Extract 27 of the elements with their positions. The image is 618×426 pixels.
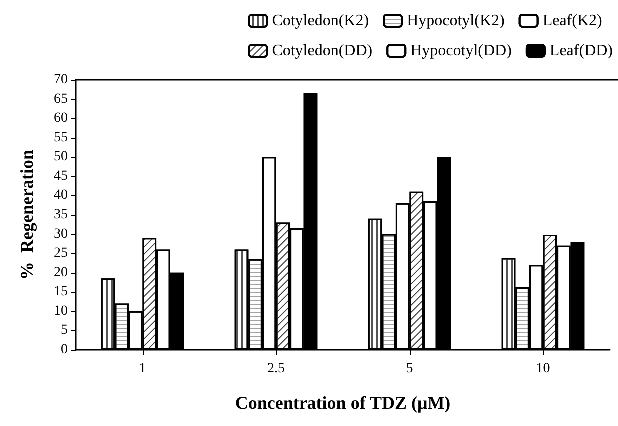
legend-label: Leaf(DD) bbox=[550, 42, 614, 60]
legend-label: Hypocotyl(DD) bbox=[410, 42, 512, 60]
legend-label: Cotyledon(K2) bbox=[272, 12, 370, 30]
y-axis-title: % Regeneration bbox=[17, 150, 37, 280]
x-tick-label: 2.5 bbox=[268, 362, 285, 376]
y-tick-label: 20 bbox=[54, 265, 68, 280]
x-tick-label: 5 bbox=[406, 362, 414, 376]
y-tick-label: 50 bbox=[54, 150, 68, 165]
y-tick-label: 60 bbox=[54, 111, 68, 126]
y-tick-label: 45 bbox=[54, 168, 68, 184]
y-tick-label: 25 bbox=[54, 246, 68, 262]
x-tick-label: 1 bbox=[139, 362, 146, 376]
y-tick-label: 15 bbox=[54, 284, 68, 300]
legend-label: Cotyledon(DD) bbox=[272, 42, 373, 60]
y-tick-label: 35 bbox=[54, 208, 68, 222]
y-tick-label: 40 bbox=[54, 188, 68, 204]
legend-label: Leaf(K2) bbox=[542, 12, 602, 30]
y-tick-label: 30 bbox=[54, 226, 68, 242]
x-tick-label: 10 bbox=[536, 362, 550, 376]
y-tick-label: 55 bbox=[54, 130, 68, 146]
y-tick-label: 70 bbox=[54, 72, 68, 88]
legend-label: Hypocotyl(K2) bbox=[407, 12, 505, 30]
y-tick-label: 0 bbox=[61, 342, 68, 358]
y-tick-label: 10 bbox=[54, 304, 68, 319]
y-tick-label: 5 bbox=[61, 323, 68, 338]
y-tick-label: 65 bbox=[54, 92, 68, 107]
x-axis-title: Concentration of TDZ (μM) bbox=[235, 393, 451, 413]
